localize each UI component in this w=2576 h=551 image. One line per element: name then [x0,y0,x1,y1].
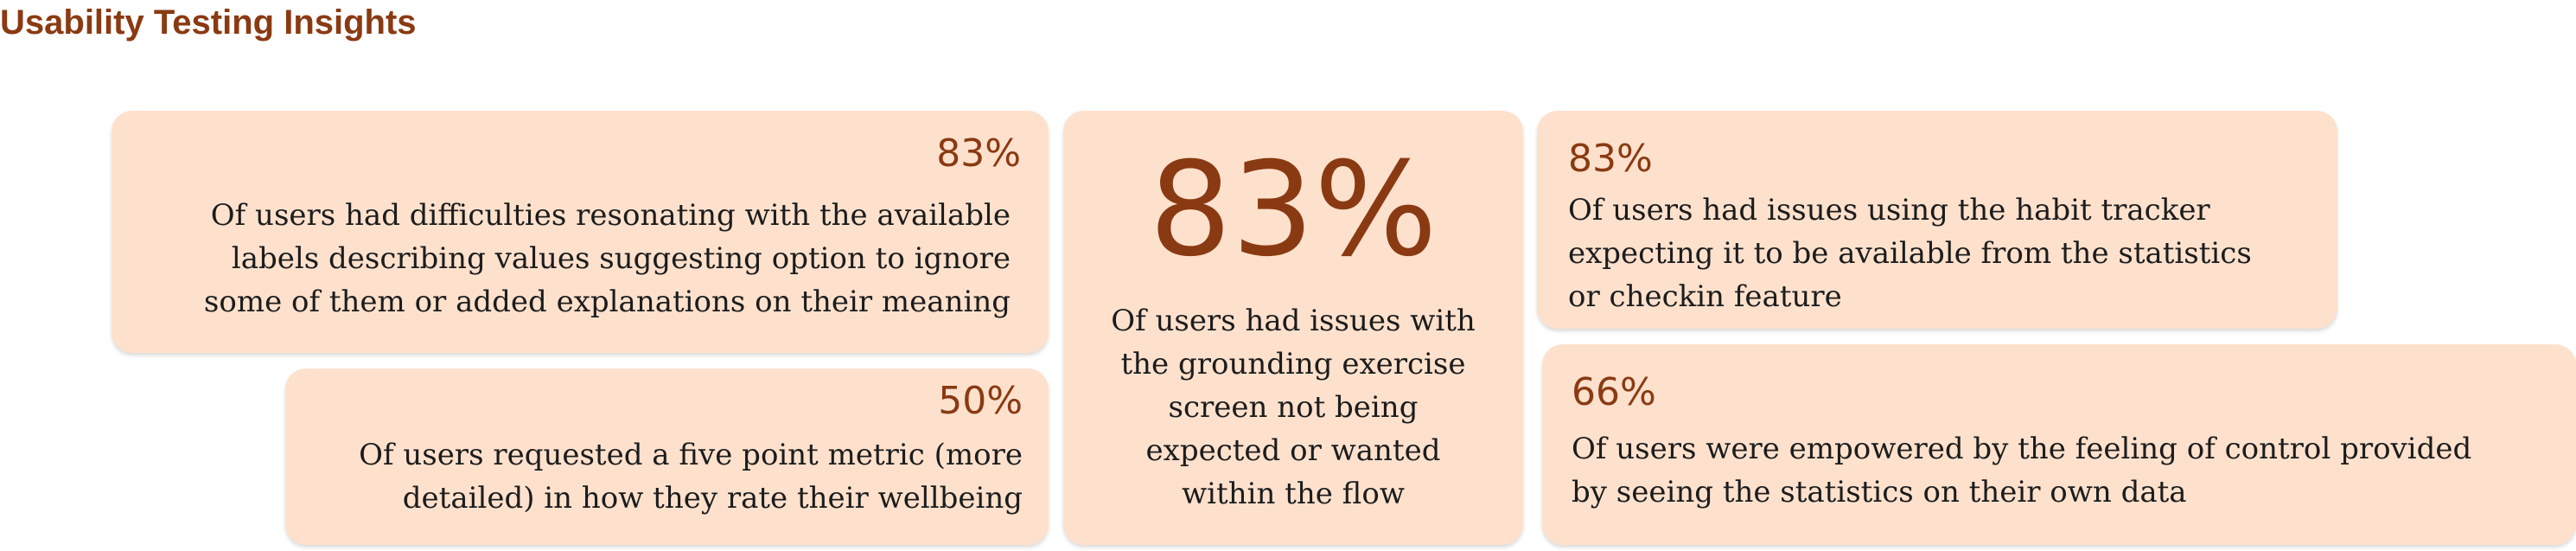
insight-description: Of users had difficulties resonating wit… [203,198,1011,319]
insight-card-feeling-of-control: 66% Of users were empowered by the feeli… [1542,344,2576,545]
insight-description: Of users had issues using the habit trac… [1568,193,2252,314]
insight-description: Of users were empowered by the feeling o… [1572,432,2472,509]
insight-percent: 83% [1568,137,1653,181]
insight-card-label-difficulties: 83% Of users had difficulties resonating… [112,111,1049,353]
insight-description: Of users had issues with the grounding e… [1111,304,1476,511]
page-title: Usability Testing Insights [0,3,417,42]
insight-card-five-point-metric: 50% Of users requested a five point metr… [285,368,1049,545]
insight-description: Of users requested a five point metric (… [359,438,1023,516]
insight-card-habit-tracker: 83% Of users had issues using the habit … [1537,111,2337,329]
insight-card-grounding-exercise: 83% Of users had issues with the groundi… [1063,111,1523,545]
insight-percent: 66% [1572,370,1656,414]
insight-percent: 50% [938,379,1023,423]
insight-percent: 83% [936,131,1021,176]
insight-percent-highlight: 83% [1149,135,1438,285]
